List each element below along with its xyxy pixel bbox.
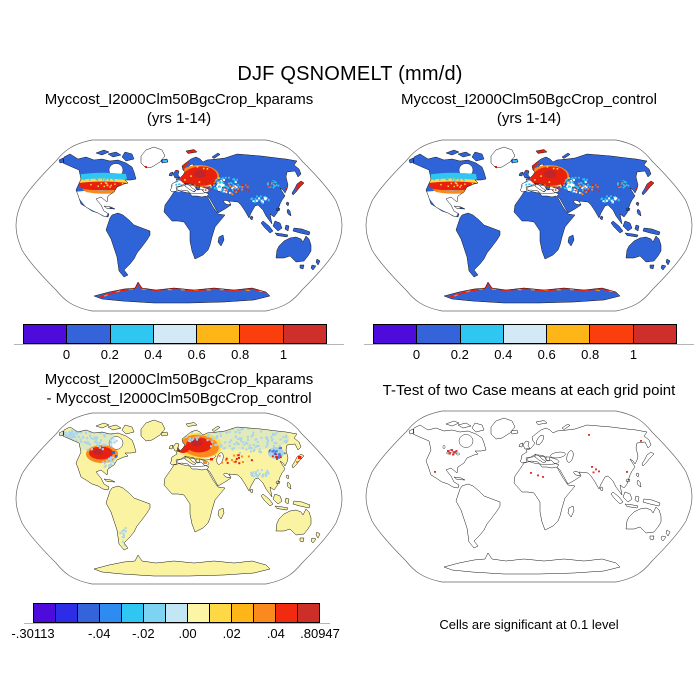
colorbar-segment [77, 604, 99, 622]
colorbar-tick-label: -.30113 [11, 626, 55, 641]
colorbar-segment [632, 325, 676, 343]
colorbar-segment [297, 604, 319, 622]
panel-title-difference: Myccost_I2000Clm50BgcCrop_kparams - Mycc… [14, 370, 344, 408]
colorbar-tick-label: 0.4 [494, 347, 513, 362]
world-map-kparams [15, 139, 343, 312]
colorbar-tick-label: 0.6 [537, 347, 556, 362]
colorbar-segment [459, 325, 503, 343]
colorbar-baseline [14, 344, 344, 345]
colorbar-segment [99, 604, 121, 622]
colorbar-segment [66, 325, 110, 343]
colorbar-segment [589, 325, 633, 343]
colorbar-segments [33, 603, 320, 623]
colorbar-segment [275, 604, 297, 622]
colorbar-segments [373, 324, 677, 344]
colorbar-tick-label: 0.2 [450, 347, 469, 362]
colorbar-segment [416, 325, 460, 343]
colorbar-segment [165, 604, 187, 622]
colorbar-segment [196, 325, 240, 343]
colorbar-segment [152, 325, 197, 343]
colorbar-segment [239, 325, 283, 343]
colorbar-control: 0 0.2 0.4 0.6 0.8 1 [373, 324, 677, 362]
colorbar-tick-label: 0.2 [100, 347, 119, 362]
panel-title-control-line2: (yrs 1-14) [496, 110, 562, 127]
colorbar-segment [24, 325, 67, 343]
colorbar-segment [209, 604, 231, 622]
panel-title-kparams: Myccost_I2000Clm50BgcCrop_kparams (yrs 1… [14, 90, 344, 128]
colorbar-segment [121, 604, 143, 622]
colorbar-baseline [364, 344, 694, 345]
colorbar-tick-label: 0.4 [144, 347, 163, 362]
colorbar-segment [34, 604, 55, 622]
colorbar-segment [374, 325, 417, 343]
panel-title-kparams-line1: Myccost_I2000Clm50BgcCrop_kparams [44, 91, 314, 108]
panel-title-control-line1: Myccost_I2000Clm50BgcCrop_control [401, 91, 657, 108]
colorbar-tick-label: 0 [412, 347, 421, 362]
panel-title-difference-line1: Myccost_I2000Clm50BgcCrop_kparams [44, 371, 314, 388]
panel-title-control: Myccost_I2000Clm50BgcCrop_control (yrs 1… [364, 90, 694, 128]
colorbar-segment [546, 325, 590, 343]
colorbar-tick-label: 0 [62, 347, 71, 362]
colorbar-tick-label: 0.8 [231, 347, 250, 362]
colorbar-segment [143, 604, 165, 622]
panel-title-difference-line2: - Myccost_I2000Clm50BgcCrop_control [46, 390, 312, 407]
colorbar-segment [282, 325, 326, 343]
significance-caption: Cells are significant at 0.1 level [439, 617, 619, 632]
colorbar-segment [231, 604, 253, 622]
colorbar-tick-label: .02 [222, 626, 241, 641]
colorbar-tick-label: -.02 [132, 626, 155, 641]
colorbar-tick-label: .04 [266, 626, 285, 641]
colorbar-segment [187, 604, 209, 622]
colorbar-kparams: 0 0.2 0.4 0.6 0.8 1 [23, 324, 327, 362]
colorbar-tick-label: .80947 [300, 626, 340, 641]
panel-title-ttest: T-Test of two Case means at each grid po… [382, 382, 676, 399]
colorbar-segment [109, 325, 153, 343]
figure-title: DJF QSNOMELT (mm/d) [237, 63, 463, 85]
colorbar-segment [55, 604, 77, 622]
world-map-ttest [365, 410, 693, 583]
colorbar-baseline [24, 623, 330, 624]
colorbar-tick-label: 0.8 [581, 347, 600, 362]
colorbar-tick-label: 0.6 [187, 347, 206, 362]
colorbar-difference: -.30113 -.04 -.02 .00 .02 .04 .80947 [11, 603, 340, 641]
colorbar-segment [253, 604, 275, 622]
colorbar-tick-label: 1 [629, 347, 638, 362]
colorbar-segment [502, 325, 547, 343]
colorbar-segments [23, 324, 327, 344]
colorbar-tick-label: 1 [279, 347, 288, 362]
world-map-difference [15, 412, 343, 585]
colorbar-tick-label: .00 [178, 626, 197, 641]
world-map-control [365, 139, 693, 312]
panel-title-kparams-line2: (yrs 1-14) [146, 110, 212, 127]
colorbar-tick-label: -.04 [88, 626, 111, 641]
